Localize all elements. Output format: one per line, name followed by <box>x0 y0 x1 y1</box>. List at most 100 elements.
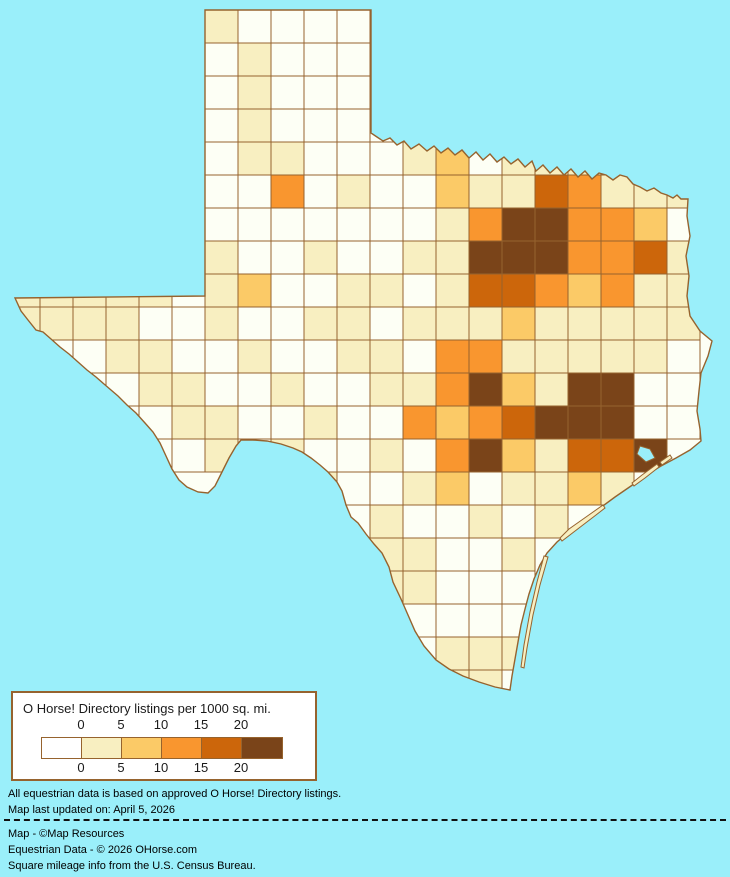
county-cell <box>270 471 305 506</box>
county-cell <box>204 108 239 143</box>
county-cell <box>402 306 437 341</box>
county-cell <box>666 339 701 374</box>
county-cell <box>402 537 437 572</box>
county-cell <box>600 471 635 506</box>
county-cell <box>270 141 305 176</box>
county-cell <box>468 306 503 341</box>
county-cell <box>15 306 41 341</box>
county-cell <box>204 405 239 440</box>
legend-color-bar <box>41 737 283 759</box>
county-cell <box>666 240 701 275</box>
note-data-source: All equestrian data is based on approved… <box>8 788 342 800</box>
county-cell <box>369 405 404 440</box>
county-cell <box>270 174 305 209</box>
county-cell <box>171 405 206 440</box>
county-cell <box>501 570 536 605</box>
county-cell <box>369 207 404 242</box>
county-cell <box>435 636 470 671</box>
county-cell <box>534 207 569 242</box>
county-cell <box>237 10 272 44</box>
county-cell <box>534 438 569 473</box>
county-cell <box>105 273 140 308</box>
county-cell <box>336 75 371 110</box>
county-cell <box>369 273 404 308</box>
county-cell <box>600 273 635 308</box>
county-cell <box>237 306 272 341</box>
county-cell <box>633 405 668 440</box>
county-cell <box>567 273 602 308</box>
legend-tick-top: 5 <box>117 717 125 732</box>
county-cell <box>204 372 239 407</box>
county-cell <box>369 438 404 473</box>
county-cell <box>435 141 470 176</box>
county-cell <box>633 372 668 407</box>
county-cell <box>72 306 107 341</box>
county-cell <box>534 174 569 209</box>
county-cell <box>303 240 338 275</box>
county-cell <box>435 438 470 473</box>
county-cell <box>435 405 470 440</box>
county-cell <box>303 273 338 308</box>
county-cell <box>270 372 305 407</box>
county-cell <box>204 240 239 275</box>
county-cell <box>237 339 272 374</box>
county-cell <box>402 471 437 506</box>
county-cell <box>270 438 305 473</box>
county-cell <box>600 438 635 473</box>
barrier-island <box>559 504 606 542</box>
county-cell <box>468 438 503 473</box>
county-cell <box>237 207 272 242</box>
county-cell <box>600 306 635 341</box>
county-cell <box>237 471 272 506</box>
county-cell <box>534 141 569 176</box>
county-cell <box>501 504 536 539</box>
county-cell <box>600 207 635 242</box>
county-cell <box>237 174 272 209</box>
legend-swatch <box>202 738 242 758</box>
county-cell <box>600 372 635 407</box>
county-cell <box>468 339 503 374</box>
divider-dashed-line <box>4 819 726 821</box>
county-cell <box>303 504 338 539</box>
county-cell <box>567 471 602 506</box>
county-cell <box>237 372 272 407</box>
county-cell <box>666 174 701 209</box>
county-cell <box>435 537 470 572</box>
county-cell <box>402 141 437 176</box>
county-cell <box>204 306 239 341</box>
county-cell <box>468 537 503 572</box>
county-cell <box>204 42 239 77</box>
county-cell <box>435 174 470 209</box>
county-cell <box>534 339 569 374</box>
county-cell <box>204 10 239 44</box>
credit-square-mileage: Square mileage info from the U.S. Census… <box>8 860 256 872</box>
county-cell <box>402 207 437 242</box>
county-cell <box>237 75 272 110</box>
county-cell <box>501 339 536 374</box>
county-cell <box>204 141 239 176</box>
legend-tick-top: 10 <box>153 717 169 732</box>
county-cell <box>501 141 536 176</box>
county-cell <box>600 339 635 374</box>
county-cell <box>402 273 437 308</box>
county-cell <box>534 405 569 440</box>
county-cell <box>336 471 371 506</box>
county-cell <box>534 240 569 275</box>
county-cell <box>303 207 338 242</box>
county-cell <box>435 669 470 690</box>
county-cell <box>237 42 272 77</box>
legend-tick-bottom: 0 <box>77 760 85 775</box>
county-cell <box>501 273 536 308</box>
county-cell <box>501 438 536 473</box>
county-cell <box>501 174 536 209</box>
county-cell <box>567 372 602 407</box>
county-cell <box>303 75 338 110</box>
county-cell <box>270 339 305 374</box>
legend-title: O Horse! Directory listings per 1000 sq.… <box>23 701 271 716</box>
county-cell <box>534 504 569 539</box>
county-cell <box>270 42 305 77</box>
legend-tick-top: 20 <box>233 717 249 732</box>
county-cell <box>105 306 140 341</box>
county-cell <box>336 10 371 44</box>
county-cell <box>567 240 602 275</box>
